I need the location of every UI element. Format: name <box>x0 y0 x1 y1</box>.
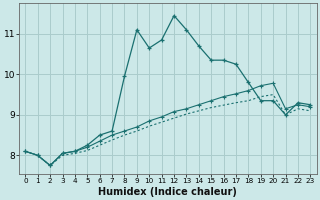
X-axis label: Humidex (Indice chaleur): Humidex (Indice chaleur) <box>98 187 237 197</box>
